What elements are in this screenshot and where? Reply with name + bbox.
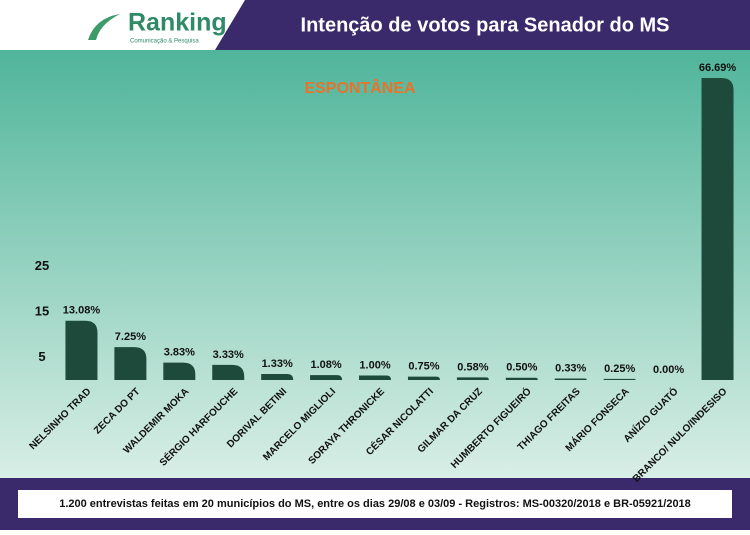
bar <box>261 373 294 380</box>
value-label: 7.25% <box>115 331 146 343</box>
bar <box>114 347 147 380</box>
value-label: 1.33% <box>262 358 293 370</box>
y-tick-label: 15 <box>35 304 49 319</box>
y-tick-label: 25 <box>35 258 49 273</box>
value-label: 3.83% <box>164 347 195 359</box>
bar <box>505 377 538 380</box>
value-label: 3.33% <box>213 349 244 361</box>
footer-box <box>18 490 732 518</box>
y-tick-label: 5 <box>38 349 45 364</box>
bar <box>603 378 636 380</box>
logo-icon <box>88 14 120 40</box>
bar <box>554 378 587 380</box>
value-label: 0.75% <box>408 361 439 373</box>
bar <box>310 375 343 380</box>
bar <box>212 364 245 380</box>
bar <box>456 377 489 380</box>
value-label: 0.58% <box>457 361 488 373</box>
value-label: 1.08% <box>311 359 342 371</box>
value-label: 0.25% <box>604 363 635 375</box>
value-label: 1.00% <box>359 359 390 371</box>
bar <box>163 362 196 380</box>
bar <box>407 376 440 380</box>
value-label: 0.33% <box>555 362 586 374</box>
bar <box>701 77 734 381</box>
footnote: 1.200 entrevistas feitas em 20 município… <box>59 498 691 510</box>
logo-tagline: Comunicação & Pesquisa <box>130 39 199 45</box>
chart-subtitle: ESPONTÂNEA <box>304 78 416 97</box>
bar <box>359 375 392 380</box>
value-label: 0.50% <box>506 362 537 374</box>
bar <box>65 320 98 380</box>
logo-name: Ranking <box>128 9 227 37</box>
value-label: 66.69% <box>699 62 737 74</box>
value-label: 0.00% <box>653 364 684 376</box>
logo-area <box>0 0 245 50</box>
value-label: 13.08% <box>63 305 101 317</box>
chart-title: Intenção de votos para Senador do MS <box>301 14 670 36</box>
